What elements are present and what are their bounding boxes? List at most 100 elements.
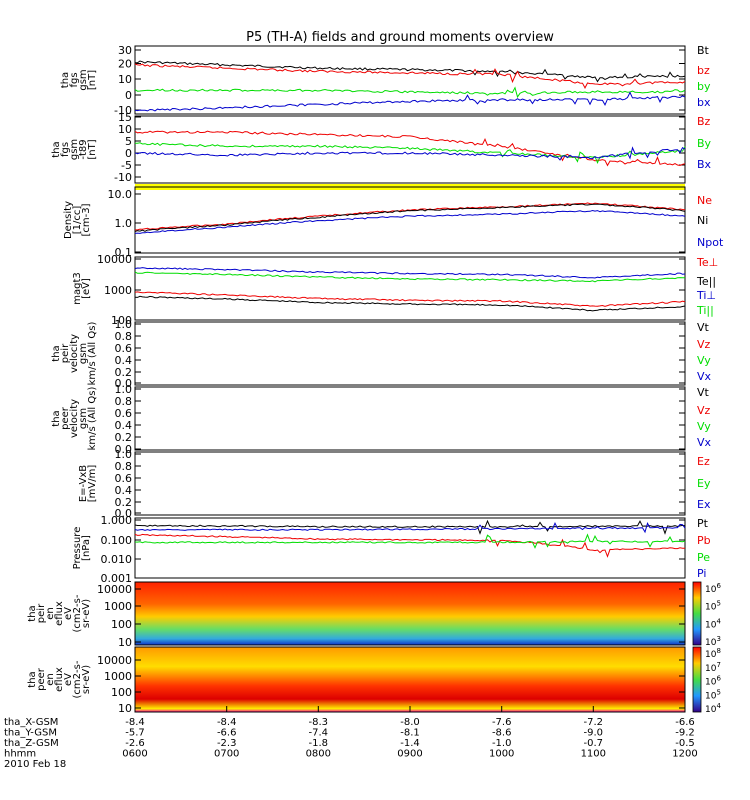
panel-peer-velocity: 1.00.80.60.40.20.0 thapeervelocitygsmkm/s… <box>51 383 712 456</box>
colorbar-label: 106 <box>705 675 721 688</box>
ytick-label: 1000 <box>104 600 132 613</box>
ephem-value: -8.4 <box>125 717 145 728</box>
ytick-label: 0.0 <box>115 507 133 520</box>
ylabel-line: E=-VxB <box>78 465 89 502</box>
ytick-label: 0 <box>125 147 132 160</box>
ytick-label: 10 <box>118 123 132 136</box>
colorbar-label: 108 <box>705 647 721 660</box>
ephem-value: -9.0 <box>584 728 604 739</box>
ytick-label: 0.1 <box>115 246 133 259</box>
ytick-label: 100 <box>111 314 132 327</box>
ytick-label: 0.2 <box>115 496 133 509</box>
ytick-label: 1.000 <box>101 514 133 527</box>
ylabel-line: km/s (All Qs) <box>87 387 98 451</box>
series-Te|| <box>134 295 686 312</box>
legend-bz: bz <box>697 64 710 77</box>
panel-frame <box>134 115 686 184</box>
series-Bt <box>134 60 686 83</box>
legend-Pe: Pe <box>697 551 710 564</box>
colorbar-label: 104 <box>705 702 721 715</box>
legend-Vx: Vx <box>697 370 712 383</box>
ytick-label: 0.4 <box>115 484 133 497</box>
ephem-value: -8.1 <box>400 728 420 739</box>
ytick-label: 20 <box>118 58 132 71</box>
legend-Pb: Pb <box>697 534 711 547</box>
ytick-label: 0 <box>125 89 132 102</box>
ylabel-line: gsm <box>78 408 89 429</box>
electron-spectrogram-spectrogram <box>135 647 685 712</box>
legend-Bx: Bx <box>697 158 712 171</box>
ylabel-line: tha <box>60 72 71 88</box>
figure-title: P5 (TH-A) fields and ground moments over… <box>246 30 554 45</box>
ylabel-line: peir <box>60 343 71 363</box>
electron-spectrogram-colorbar <box>692 646 702 713</box>
colorbar-label: 107 <box>705 661 721 674</box>
legend-Bt: Bt <box>697 44 710 57</box>
ylabel-line: km/s (All Qs) <box>87 322 98 386</box>
ylabel-line: sr-eV) <box>81 665 92 694</box>
series-By <box>135 142 686 164</box>
ephem-row-label: tha_Y-GSM <box>4 728 57 739</box>
series-bz <box>134 63 686 89</box>
ylabel-line: tha <box>27 671 38 687</box>
legend-Ti||: Ti|| <box>696 304 714 317</box>
ylabel-line: Density <box>63 201 74 239</box>
ytick-label: 100 <box>111 618 132 631</box>
ytick-label: 0.8 <box>115 460 133 473</box>
legend-Pi: Pi <box>697 567 706 580</box>
series-Ni <box>134 203 686 232</box>
series-Pe <box>134 533 686 549</box>
ephem-value: -7.4 <box>309 728 329 739</box>
ytick-label: 1000 <box>104 670 132 683</box>
series-Npot <box>134 209 686 234</box>
ylabel-line: eV <box>63 607 74 620</box>
legend-Vx: Vx <box>697 436 712 449</box>
ytick-label: 0.4 <box>115 419 133 432</box>
ytick-label: 10.0 <box>108 188 133 201</box>
ytick-label: 100 <box>111 686 132 699</box>
ytick-label: 30 <box>118 44 132 57</box>
ytick-label: 0.0 <box>115 377 133 390</box>
legend-Te⊥: Te⊥ <box>696 256 718 269</box>
panel-frame <box>134 581 686 646</box>
ylabel-line: [1/cc] <box>72 206 83 235</box>
legend-Vy: Vy <box>697 420 711 433</box>
ephem-value: -8.0 <box>400 717 420 728</box>
series-group-temperature <box>134 267 686 312</box>
ephem-value: -8.6 <box>492 728 512 739</box>
panel-density: 10.0 1.0 0.1 Density[1/cc][cm-3] Ne Ni Npot <box>63 186 724 259</box>
ytick-label: 10000 <box>97 583 132 596</box>
series-Pi <box>134 521 686 534</box>
ylabel-line: magt3 <box>72 272 83 305</box>
ylabel-line: eV <box>63 673 74 686</box>
ylabel-line: en <box>45 607 56 620</box>
ytick-label: 10000 <box>97 654 132 667</box>
ylabel-line: [cm-3] <box>81 203 92 236</box>
legend-Vz: Vz <box>697 404 711 417</box>
ytick-label: 0.001 <box>101 572 133 585</box>
ytick-label: 1.0 <box>115 217 133 230</box>
ytick-label: 0.6 <box>115 342 133 355</box>
legend-Vt: Vt <box>697 321 710 334</box>
ylabel-line: [nT] <box>87 70 98 90</box>
legend-Vz: Vz <box>697 338 711 351</box>
ylabel-line: (cm2-s- <box>72 594 83 632</box>
ephem-value: -6.6 <box>675 717 695 728</box>
series-Bx <box>134 146 686 161</box>
series-group-fgs-gsm <box>134 60 686 112</box>
legend-bx: bx <box>697 96 711 109</box>
ephem-value: -8.4 <box>217 717 237 728</box>
series-Pt <box>134 519 686 535</box>
ylabel-line: en <box>45 673 56 686</box>
ephem-value: -1.0 <box>492 738 512 749</box>
ion-spectrogram-spectrogram <box>135 582 685 645</box>
legend-Ez: Ez <box>697 455 710 468</box>
ytick-label: 10 <box>118 702 132 715</box>
xtick-label: 1200 <box>672 749 697 760</box>
ytick-label: 0.8 <box>115 330 133 343</box>
ylabel-line: peer <box>60 406 71 430</box>
ion-spectrogram-colorbar <box>692 581 702 646</box>
ylabel-line: peer <box>36 667 47 691</box>
